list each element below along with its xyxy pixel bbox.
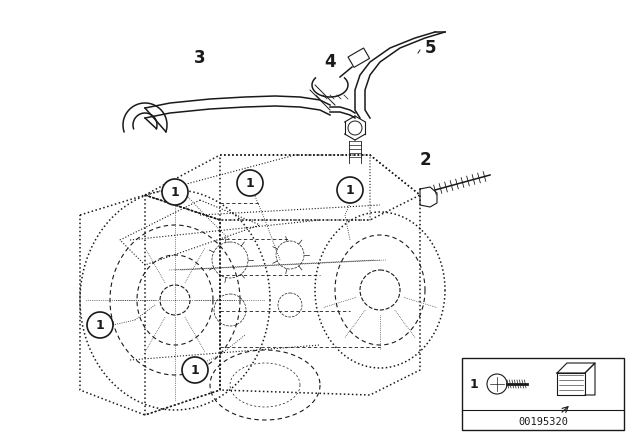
Text: 00195320: 00195320	[518, 417, 568, 427]
Bar	[462, 358, 624, 430]
Circle shape	[182, 357, 208, 383]
Circle shape	[237, 170, 263, 196]
Text: 3: 3	[194, 49, 206, 67]
Text: 1: 1	[346, 184, 355, 197]
Circle shape	[87, 312, 113, 338]
Circle shape	[337, 177, 363, 203]
Text: 4: 4	[324, 53, 336, 71]
Text: 2: 2	[419, 151, 431, 169]
Text: 5: 5	[424, 39, 436, 57]
Text: 1: 1	[171, 185, 179, 198]
Text: 1: 1	[470, 378, 478, 391]
Text: 1: 1	[95, 319, 104, 332]
Text: 1: 1	[246, 177, 254, 190]
Text: 1: 1	[191, 363, 200, 376]
Circle shape	[162, 179, 188, 205]
Bar	[348, 48, 369, 67]
